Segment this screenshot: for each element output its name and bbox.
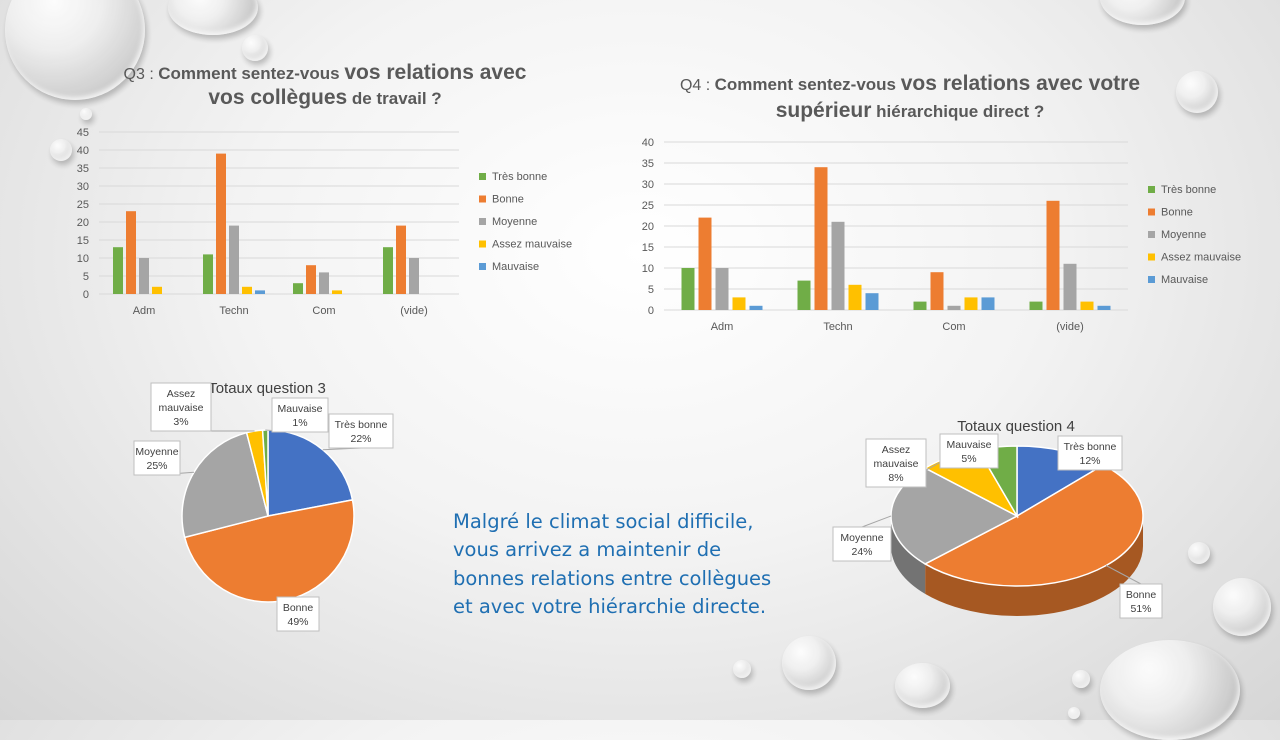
- data-label: 51%: [1130, 603, 1151, 615]
- data-label: Bonne: [283, 602, 314, 614]
- pie-chart-group: Totaux question 3 Très bonne 22% Bonne 49% Mo…: [134, 380, 393, 631]
- data-label: 12%: [1079, 455, 1100, 467]
- message-line: et avec votre hiérarchie directe.: [453, 593, 793, 621]
- data-label: Bonne: [1126, 589, 1157, 601]
- data-label: 5%: [961, 453, 976, 465]
- data-label: Très bonne: [335, 419, 388, 431]
- data-label: 25%: [146, 460, 167, 472]
- data-label: 49%: [287, 616, 308, 628]
- data-label: mauvaise: [159, 402, 204, 414]
- data-label: Moyenne: [135, 446, 178, 458]
- data-label: 3%: [173, 416, 188, 428]
- data-label: 8%: [888, 472, 903, 484]
- callout-leader: [862, 516, 891, 527]
- pie-title: Totaux question 4: [957, 418, 1075, 435]
- data-label: Assez: [167, 388, 196, 400]
- data-label: 1%: [292, 417, 307, 429]
- pie-chart-group: Totaux question 4 Très bonne 12% Bonne 51% Mo…: [833, 418, 1162, 618]
- data-label: Mauvaise: [278, 403, 323, 415]
- data-label: mauvaise: [874, 458, 919, 470]
- data-label: Assez: [882, 444, 911, 456]
- message-line: bonnes relations entre collègues: [453, 565, 793, 593]
- data-label: Moyenne: [840, 532, 883, 544]
- data-label: Mauvaise: [947, 439, 992, 451]
- data-label: Très bonne: [1064, 441, 1117, 453]
- conclusion-message: Malgré le climat social difficile, vous …: [453, 508, 793, 621]
- pie-title: Totaux question 3: [208, 380, 326, 397]
- data-label: 24%: [851, 546, 872, 558]
- message-line: vous arrivez a maintenir de: [453, 536, 793, 564]
- data-label: 22%: [350, 433, 371, 445]
- message-line: Malgré le climat social difficile,: [453, 508, 793, 536]
